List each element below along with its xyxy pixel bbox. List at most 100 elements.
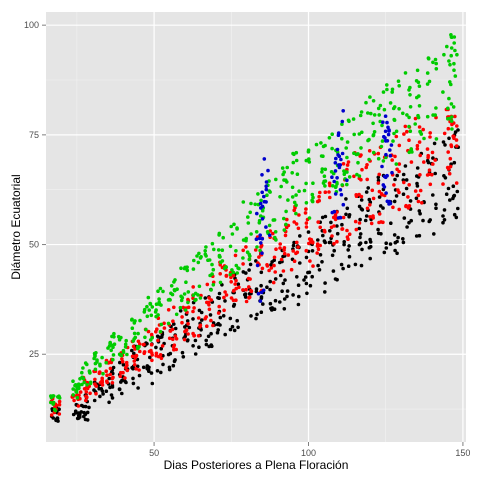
- data-point: [182, 337, 187, 342]
- data-point: [333, 169, 338, 173]
- data-point: [383, 114, 388, 118]
- data-point: [285, 289, 290, 293]
- data-point: [254, 211, 259, 216]
- data-point: [328, 229, 332, 233]
- data-point: [413, 116, 418, 121]
- data-point: [408, 199, 413, 203]
- data-point: [57, 407, 61, 412]
- data-point: [222, 295, 226, 300]
- data-point: [291, 293, 295, 297]
- data-point: [404, 178, 409, 182]
- data-point: [447, 116, 451, 121]
- data-point: [171, 319, 175, 324]
- data-point: [133, 319, 137, 323]
- data-point: [259, 295, 264, 299]
- data-point: [80, 375, 84, 380]
- data-point: [341, 266, 345, 271]
- data-point: [98, 381, 103, 385]
- data-point: [418, 173, 422, 177]
- data-point: [382, 185, 387, 189]
- data-point: [209, 343, 213, 347]
- data-point: [118, 360, 122, 365]
- data-point: [82, 387, 87, 391]
- data-point: [406, 195, 410, 199]
- data-point: [352, 132, 357, 137]
- data-point: [204, 315, 208, 319]
- data-point: [223, 332, 227, 337]
- data-point: [132, 363, 137, 367]
- data-point: [392, 199, 397, 204]
- data-point: [323, 290, 327, 294]
- data-point: [111, 375, 115, 380]
- data-point: [215, 322, 220, 327]
- data-point: [402, 132, 406, 136]
- data-point: [174, 347, 178, 352]
- data-point: [267, 189, 272, 193]
- data-point: [415, 181, 419, 186]
- data-point: [205, 324, 209, 329]
- data-point: [305, 291, 309, 296]
- data-point: [85, 418, 90, 422]
- data-point: [441, 90, 445, 94]
- data-point: [254, 237, 259, 241]
- data-point: [282, 170, 287, 174]
- data-point: [443, 176, 448, 180]
- data-point: [448, 164, 453, 169]
- data-point: [404, 203, 408, 208]
- data-point: [369, 221, 374, 226]
- data-point: [371, 121, 375, 126]
- data-point: [119, 380, 123, 384]
- data-point: [454, 144, 459, 148]
- data-point: [414, 234, 419, 238]
- data-point: [211, 283, 216, 287]
- data-point: [230, 324, 235, 329]
- data-point: [425, 114, 430, 119]
- data-point: [247, 268, 251, 272]
- data-point: [330, 146, 334, 151]
- data-point: [394, 194, 399, 198]
- data-point: [168, 329, 173, 333]
- data-point: [332, 248, 337, 253]
- data-point: [237, 266, 241, 271]
- data-point: [442, 131, 447, 136]
- data-point: [306, 230, 311, 234]
- data-point: [296, 283, 301, 288]
- data-point: [454, 181, 459, 185]
- data-point: [75, 416, 80, 421]
- data-point: [434, 202, 438, 207]
- data-point: [53, 405, 57, 409]
- data-point: [294, 251, 298, 256]
- data-point: [269, 263, 273, 267]
- data-point: [169, 284, 174, 288]
- data-point: [192, 258, 196, 263]
- data-point: [397, 143, 402, 148]
- data-point: [368, 244, 373, 249]
- data-point: [381, 220, 385, 225]
- data-point: [397, 207, 402, 212]
- data-point: [281, 269, 286, 273]
- data-point: [342, 242, 346, 247]
- data-point: [136, 339, 141, 344]
- data-point: [330, 132, 335, 136]
- data-point: [409, 218, 414, 223]
- data-point: [298, 261, 302, 265]
- data-point: [336, 163, 341, 167]
- data-point: [267, 233, 272, 237]
- data-point: [121, 348, 126, 353]
- data-point: [265, 193, 269, 197]
- data-point: [149, 342, 154, 347]
- data-point: [355, 172, 359, 177]
- data-point: [345, 206, 350, 211]
- data-point: [191, 344, 195, 348]
- data-point: [386, 125, 390, 130]
- data-point: [273, 230, 278, 234]
- data-point: [133, 347, 137, 351]
- data-point: [184, 280, 188, 285]
- data-point: [444, 192, 449, 196]
- data-point: [367, 157, 371, 162]
- data-point: [317, 198, 322, 203]
- data-point: [268, 279, 273, 284]
- data-point: [199, 310, 204, 315]
- data-point: [259, 290, 264, 295]
- data-point: [363, 218, 368, 223]
